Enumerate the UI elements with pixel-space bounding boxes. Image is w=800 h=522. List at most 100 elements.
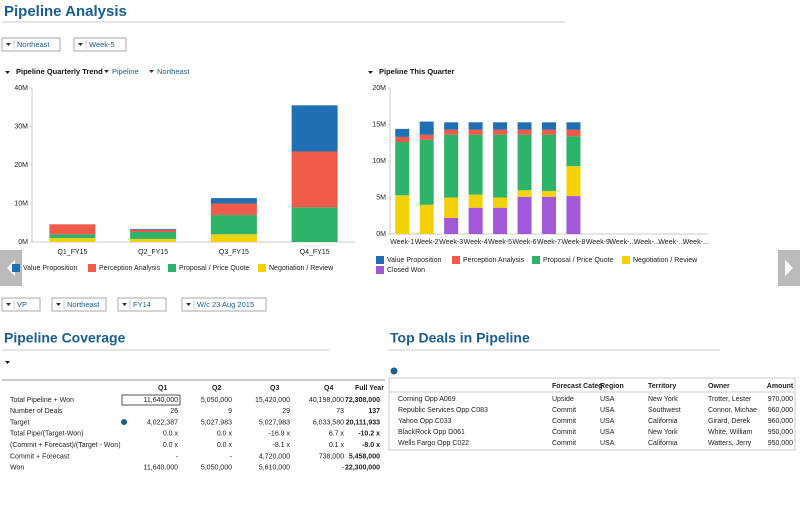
column-header: Q3 bbox=[270, 385, 279, 392]
cell: -8.0 x bbox=[362, 442, 380, 449]
bar-segment bbox=[419, 121, 434, 135]
dropdown[interactable] bbox=[1, 37, 61, 52]
cell: 0.0 x bbox=[163, 442, 179, 449]
cell: 0.0 x bbox=[217, 431, 233, 438]
bar-segment bbox=[210, 215, 257, 235]
chart-title: Pipeline Quarterly Trend bbox=[16, 67, 103, 76]
legend-swatch bbox=[376, 266, 384, 274]
x-tick-label: Week-... bbox=[634, 239, 660, 246]
bar-segment bbox=[542, 122, 556, 130]
bar-segment bbox=[210, 234, 257, 242]
selected-cell bbox=[121, 394, 181, 406]
dropdown-label[interactable]: Week-5 bbox=[89, 40, 115, 49]
bar-segment bbox=[444, 217, 459, 234]
cell: 5,458,000 bbox=[349, 453, 380, 460]
y-tick-label: 0M bbox=[376, 231, 386, 238]
cell: 11,640,000 bbox=[143, 465, 178, 472]
cell: - bbox=[230, 453, 233, 460]
collapse-icon[interactable] bbox=[368, 71, 373, 74]
bar-segment bbox=[395, 128, 410, 137]
bar-segment bbox=[49, 238, 96, 242]
toggle-icon[interactable] bbox=[390, 367, 398, 375]
bar-segment bbox=[130, 231, 177, 239]
cell: 29 bbox=[282, 408, 290, 415]
x-tick-label: Week-... bbox=[658, 239, 684, 246]
row-label: Total Pipeline + Won bbox=[10, 397, 74, 404]
dropdown-label[interactable]: FY14 bbox=[133, 300, 151, 309]
collapse-icon[interactable] bbox=[5, 361, 10, 364]
cell: 9 bbox=[228, 408, 232, 415]
cell: 15,420,000 bbox=[255, 397, 290, 404]
cell: 960,000 bbox=[768, 407, 793, 414]
bar-segment bbox=[517, 196, 532, 234]
legend-label: Closed Won bbox=[387, 267, 425, 274]
x-tick-label: Week-8 bbox=[561, 239, 585, 246]
x-tick-label: Week-7 bbox=[537, 239, 561, 246]
row-label: (Commit + Forecast)/(Target - Won) bbox=[10, 442, 121, 449]
cell: USA bbox=[600, 440, 615, 447]
cell: 26 bbox=[170, 408, 178, 415]
cell: 5,050,000 bbox=[201, 465, 232, 472]
bar-segment bbox=[444, 197, 459, 218]
bar-segment bbox=[130, 229, 177, 232]
bar-segment bbox=[130, 238, 177, 242]
column-header: Region bbox=[600, 383, 624, 390]
cell: -16.9 x bbox=[269, 431, 291, 438]
bar-segment bbox=[542, 134, 556, 191]
bar-segment bbox=[493, 134, 508, 198]
cell: 137 bbox=[368, 408, 380, 415]
deal-name: Corning Opp A069 bbox=[398, 396, 456, 403]
cell: USA bbox=[600, 429, 615, 436]
dropdown-label[interactable]: VP bbox=[17, 300, 27, 309]
x-tick-label: Week-9 bbox=[586, 239, 610, 246]
deal-name: Yahoo Opp C033 bbox=[398, 418, 452, 425]
column-header: Territory bbox=[648, 383, 676, 390]
cell: 40,198,000 bbox=[309, 397, 344, 404]
legend-label: Proposal / Price Quote bbox=[179, 265, 250, 272]
dropdown[interactable] bbox=[73, 37, 127, 52]
dropdown-label[interactable]: Northeast bbox=[17, 40, 50, 49]
legend-label: Perception Analysis bbox=[463, 257, 525, 264]
legend-label: Value Proposition bbox=[387, 257, 441, 264]
cell: 970,000 bbox=[768, 396, 793, 403]
cell: 72,308,000 bbox=[345, 397, 380, 404]
dropdown-label[interactable]: Northeast bbox=[157, 67, 190, 76]
collapse-icon[interactable] bbox=[5, 71, 10, 74]
dropdown[interactable] bbox=[181, 297, 267, 312]
legend-label: Perception Analysis bbox=[99, 265, 161, 272]
cell: 5,610,000 bbox=[259, 465, 290, 472]
cell: 5,050,000 bbox=[201, 397, 232, 404]
x-tick-label: Week-1 bbox=[390, 239, 414, 246]
bar-segment bbox=[517, 122, 532, 130]
dropdown[interactable] bbox=[1, 297, 41, 312]
cell: California bbox=[648, 418, 678, 425]
bar-segment bbox=[493, 197, 508, 208]
cell: New York bbox=[648, 429, 678, 436]
dropdown[interactable] bbox=[51, 297, 107, 312]
cell: - bbox=[342, 465, 345, 472]
cell: Connor, Michae bbox=[708, 407, 757, 414]
info-icon bbox=[121, 419, 127, 425]
next-icon bbox=[785, 260, 793, 276]
cell: 4,720,000 bbox=[259, 453, 290, 460]
column-header: Amount bbox=[767, 383, 794, 390]
deal-name: BlackRock Opp D061 bbox=[398, 429, 465, 436]
cell: -10.2 x bbox=[358, 431, 380, 438]
bar-segment bbox=[130, 228, 177, 230]
dropdown-label[interactable]: Northeast bbox=[67, 300, 100, 309]
cell: Commit bbox=[552, 429, 576, 436]
dropdown-arrow bbox=[122, 303, 127, 306]
x-tick-label: Week-3 bbox=[439, 239, 463, 246]
cell: 11,640,000 bbox=[143, 397, 178, 404]
y-tick-label: 10M bbox=[14, 200, 28, 207]
x-tick-label: Week-2 bbox=[415, 239, 439, 246]
dropdown-label[interactable]: Pipeline bbox=[112, 67, 139, 76]
column-header: Owner bbox=[708, 383, 730, 390]
row-label: Won bbox=[10, 465, 24, 472]
table-frame bbox=[388, 377, 796, 451]
y-tick-label: 30M bbox=[14, 123, 28, 130]
column-header: Q4 bbox=[324, 385, 333, 392]
cell: Trotter, Lester bbox=[708, 396, 752, 403]
dropdown-label[interactable]: W/c 23 Aug 2015 bbox=[197, 300, 254, 309]
cell: 950,000 bbox=[768, 429, 793, 436]
